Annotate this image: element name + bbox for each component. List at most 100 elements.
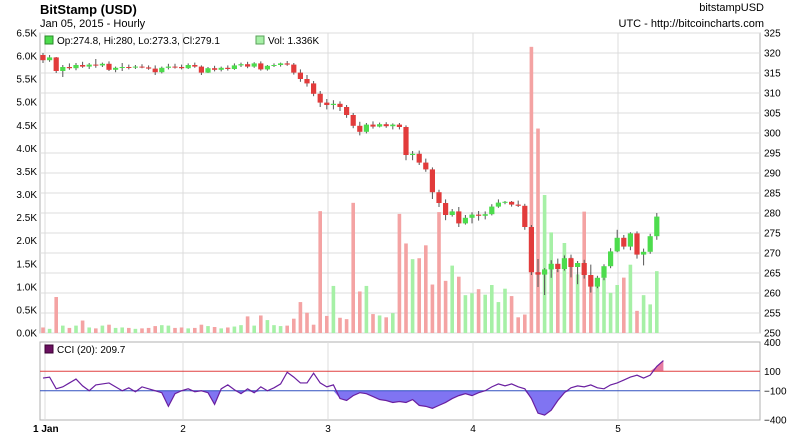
candle-body <box>575 263 581 267</box>
candle-body <box>548 263 554 270</box>
volume-bar <box>252 325 256 333</box>
volume-bar <box>47 328 52 333</box>
volume-bar <box>259 315 263 333</box>
volume-bar <box>179 327 184 333</box>
volume-bar <box>219 328 223 333</box>
volume-bar <box>608 292 613 333</box>
volume-bar <box>245 316 250 333</box>
volume-tick-label: 2.0K <box>16 236 37 247</box>
volume-bar <box>278 326 283 333</box>
candle-body <box>86 64 92 67</box>
volume-bar <box>331 285 336 333</box>
candle-body <box>594 277 600 287</box>
candle-body <box>132 66 138 68</box>
candle-body <box>634 233 640 255</box>
volume-bar <box>536 128 540 333</box>
candle-body <box>278 63 284 65</box>
cci-legend: CCI (20): 209.7 <box>57 345 126 356</box>
volume-tick-label: 5.5K <box>16 75 37 86</box>
volume-bar <box>397 213 402 333</box>
volume-bar <box>430 284 435 333</box>
volume-bar <box>503 288 507 333</box>
x-tick-label: 1 Jan <box>33 424 59 435</box>
volume-bar <box>476 289 481 333</box>
candle-body <box>436 192 442 203</box>
candle-body <box>205 68 211 73</box>
cci-tick-label: 400 <box>764 338 781 349</box>
candle-body <box>47 57 53 61</box>
volume-bar <box>635 310 639 333</box>
candle-body <box>449 211 455 215</box>
x-tick-label: 2 <box>180 424 186 435</box>
volume-bar <box>305 312 309 333</box>
volume-bar <box>516 317 520 333</box>
volume-bar <box>575 274 580 333</box>
candle-body <box>245 64 251 67</box>
volume-bar <box>338 317 342 333</box>
candle-body <box>330 103 336 105</box>
volume-bar <box>133 328 138 333</box>
chart-title: BitStamp (USD) <box>40 2 137 17</box>
volume-bar <box>107 324 111 333</box>
volume-tick-label: 1.5K <box>16 259 37 270</box>
candle-body <box>271 65 277 66</box>
volume-tick-label: 6.0K <box>16 52 37 63</box>
candle-body <box>139 66 145 68</box>
volume-tick-label: 3.0K <box>16 190 37 201</box>
price-tick-label: 285 <box>764 189 781 200</box>
volume-bar <box>641 295 646 333</box>
volume-legend: Vol: 1.336K <box>268 36 319 47</box>
volume-bar <box>265 320 270 333</box>
cci-panel <box>39 341 761 421</box>
candle-body <box>403 127 409 155</box>
volume-bar <box>153 326 157 333</box>
volume-bar <box>457 276 461 333</box>
price-tick-label: 275 <box>764 229 781 240</box>
volume-tick-label: 4.5K <box>16 121 37 132</box>
candle-body <box>218 67 224 70</box>
volume-bar <box>61 325 65 333</box>
volume-bar <box>173 327 177 333</box>
volume-bar <box>377 315 382 333</box>
volume-bar <box>232 326 237 333</box>
candle-body <box>93 64 99 66</box>
volume-tick-label: 1.0K <box>16 282 37 293</box>
volume-bar <box>298 302 303 333</box>
volume-bar <box>450 265 454 333</box>
volume-bar <box>364 285 369 333</box>
candle-body <box>284 63 290 65</box>
candle-body <box>212 68 218 70</box>
price-tick-label: 255 <box>764 309 781 320</box>
market-name: bitstampUSD <box>699 2 764 14</box>
volume-bar <box>404 243 408 333</box>
cci-tick-label: 100 <box>764 367 781 378</box>
volume-bar <box>384 317 388 333</box>
candle-body <box>456 211 462 224</box>
candle-body <box>363 124 369 132</box>
volume-bar <box>239 325 243 333</box>
price-tick-label: 265 <box>764 269 781 280</box>
volume-bar <box>100 325 105 333</box>
volume-bar <box>74 325 78 333</box>
candle-body <box>476 214 482 216</box>
candle-body <box>225 67 231 69</box>
volume-bar <box>529 46 534 333</box>
price-tick-label: 300 <box>764 129 781 140</box>
volume-bar <box>648 304 652 333</box>
volume-legend-swatch <box>255 35 265 45</box>
candle-body <box>509 201 515 205</box>
candle-body <box>416 153 422 163</box>
candle-body <box>238 64 244 66</box>
volume-tick-label: 0.0K <box>16 329 37 340</box>
volume-tick-label: 4.0K <box>16 144 37 155</box>
volume-bar <box>602 278 606 333</box>
price-tick-label: 315 <box>764 69 781 80</box>
volume-bar <box>410 259 415 333</box>
volume-bar <box>80 320 85 333</box>
candle-body <box>383 124 389 127</box>
candle-body <box>561 258 567 269</box>
candle-body <box>291 64 297 73</box>
candle-body <box>621 237 627 247</box>
candle-body <box>568 258 574 267</box>
volume-bar <box>417 258 421 333</box>
